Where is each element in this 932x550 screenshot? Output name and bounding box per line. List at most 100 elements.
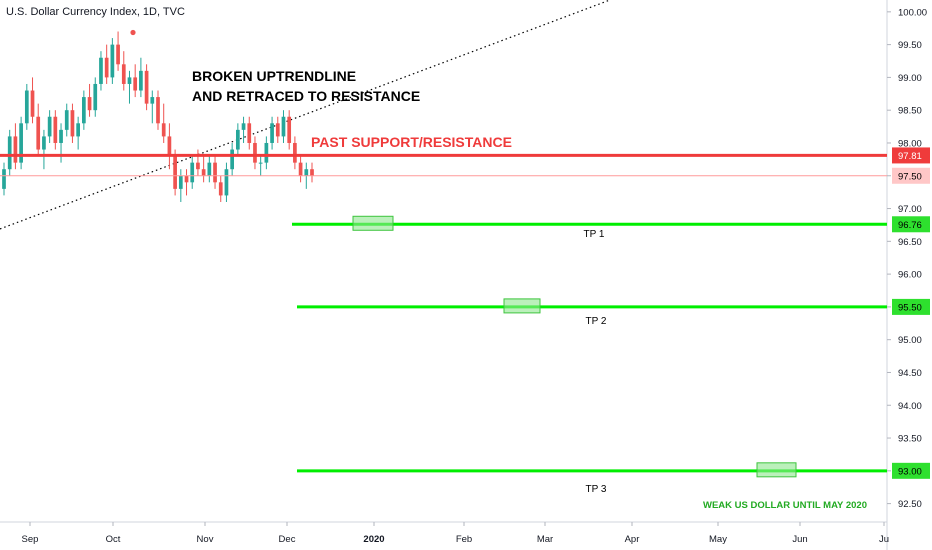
x-tick-label: Nov [197,534,214,545]
y-tick-label: 92.50 [898,499,922,510]
candle-body [24,90,29,124]
y-tick-label: 93.50 [898,434,922,445]
candle-body [87,97,92,111]
x-axis: Sep Oct Nov Dec 2020 Feb Mar Apr May Jun Ju [22,522,889,545]
candle-body [161,123,166,137]
candle-body [13,136,18,163]
candle-body [196,162,200,170]
price-tag-97-50-text: 97.50 [898,171,922,182]
price-tag-97-81-text: 97.81 [898,151,922,162]
candle-body [213,162,217,183]
price-tag-95-50-text: 95.50 [898,302,922,313]
candle-body [121,64,126,84]
price-tag-97-81 [892,147,930,164]
y-tick-label: 98.00 [898,138,922,149]
candle-body [270,123,274,143]
candle-body [253,142,257,163]
candle-body [99,57,103,84]
annotations: BROKEN UPTRENDLINE AND RETRACED TO RESIST… [192,68,867,511]
y-axis: 100.00 99.50 99.00 98.50 98.00 97.50 97.00 96.5… [887,7,927,510]
candle-body [36,116,41,150]
tp2-target-box [503,298,541,314]
y-tick-label: 94.50 [898,368,922,379]
trendline-layer [0,0,611,230]
y-tick-label: 99.50 [898,40,922,51]
y-tick-label: 98.50 [898,106,922,117]
candle-body [42,136,46,150]
y-tick-label: 99.00 [898,73,922,84]
candle-body [116,44,120,65]
candle-body [298,162,303,176]
candles-layer [2,29,314,202]
candle-body [207,162,212,176]
candle-body [127,77,132,84]
axes-frame [0,0,888,550]
x-tick-label: Dec [279,534,296,545]
candle-body [241,123,246,130]
y-tick-label: 95.00 [898,335,922,346]
chart-title: U.S. Dollar Currency Index, 1D, TVC [6,6,185,18]
tp1-target-box [352,215,394,231]
tp3-label: TP 3 [586,484,607,495]
x-tick-label: Sep [22,534,39,545]
x-tick-label: May [709,534,727,545]
candle-body [133,77,138,91]
tp2-label: TP 2 [586,316,607,327]
annotation-support-resistance: PAST SUPPORT/RESISTANCE [311,134,512,150]
candle-body [218,182,223,196]
price-tag-93-00 [892,462,930,479]
price-tag-93-00-text: 93.00 [898,466,922,477]
tp3-target-box [756,462,797,478]
price-tag-97-50 [892,167,930,184]
candle-body [156,97,160,124]
price-tag-96-76 [892,216,930,233]
peak-marker [130,29,136,36]
candle-body [287,116,292,143]
y-tick-label: 100.00 [898,7,927,18]
candle-body [150,97,155,104]
x-tick-label: Jun [792,534,807,545]
candle-body [76,123,81,137]
candle-body [2,169,6,189]
candle-body [81,97,86,124]
candle-body [70,110,75,137]
candle-body [59,129,63,143]
x-tick-label: Oct [106,534,121,545]
candle-body [184,175,189,183]
candle-body [258,162,263,164]
x-tick-label: Apr [625,534,640,545]
y-tick-label: 97.00 [898,204,922,215]
y-tick-label: 96.50 [898,237,922,248]
candle-body [7,136,12,170]
y-tick-label: 96.00 [898,270,922,281]
candle-body [30,90,35,117]
x-tick-label: Ju [879,534,889,545]
target-boxes [352,215,797,478]
candle-body [275,123,280,137]
candle-body [167,136,172,157]
candle-body [310,169,314,176]
candle-body [93,83,98,111]
candle-body [201,169,206,176]
tp1-label: TP 1 [584,229,605,240]
x-tick-label: Mar [537,534,553,545]
candle-body [247,123,252,143]
candle-body [139,70,143,91]
levels-layer [0,153,887,473]
candle-body [53,116,58,143]
candle-body [144,70,149,104]
x-tick-label: 2020 [363,534,384,545]
price-tag-96-76-text: 96.76 [898,220,922,231]
candle-body [304,169,309,176]
candle-body [47,116,52,137]
x-tick-label: Feb [456,534,472,545]
candle-body [293,142,297,163]
annotation-broken-uptrendline: BROKEN UPTRENDLINE [192,68,356,84]
y-tick-label: 94.00 [898,401,922,412]
uptrend-line [0,0,611,230]
annotation-retraced-resistance: AND RETRACED TO RESISTANCE [192,88,420,104]
price-tag-95-50 [892,298,930,315]
candle-body [64,110,69,130]
annotation-weak-dollar: WEAK US DOLLAR UNTIL MAY 2020 [703,500,867,511]
